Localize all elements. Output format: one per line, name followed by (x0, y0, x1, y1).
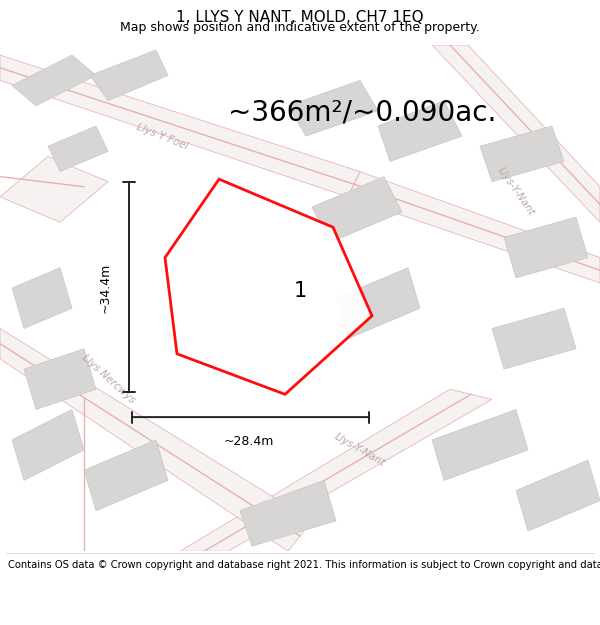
Text: 1, LLYS Y NANT, MOLD, CH7 1EQ: 1, LLYS Y NANT, MOLD, CH7 1EQ (176, 10, 424, 25)
Text: Contains OS data © Crown copyright and database right 2021. This information is : Contains OS data © Crown copyright and d… (8, 560, 600, 570)
Polygon shape (336, 268, 420, 339)
Polygon shape (432, 409, 528, 481)
Text: Llys Nercwys: Llys Nercwys (80, 353, 136, 406)
Polygon shape (432, 45, 600, 222)
Polygon shape (84, 440, 168, 511)
Polygon shape (480, 126, 564, 182)
Polygon shape (90, 50, 168, 101)
Polygon shape (12, 55, 96, 106)
Polygon shape (48, 126, 108, 171)
Text: 1: 1 (293, 281, 307, 301)
Polygon shape (240, 481, 336, 546)
Polygon shape (24, 349, 96, 409)
Polygon shape (312, 177, 402, 242)
Polygon shape (180, 389, 492, 551)
Polygon shape (12, 409, 84, 481)
Polygon shape (348, 171, 600, 283)
Polygon shape (378, 101, 462, 161)
Polygon shape (0, 329, 312, 551)
Polygon shape (165, 179, 372, 394)
Polygon shape (504, 217, 588, 278)
Text: ~28.4m: ~28.4m (224, 435, 274, 447)
Text: ~366m²/~0.090ac.: ~366m²/~0.090ac. (228, 98, 496, 126)
Polygon shape (288, 81, 378, 136)
Polygon shape (516, 460, 600, 531)
Text: Llys-Y-Nant: Llys-Y-Nant (333, 431, 387, 469)
Polygon shape (0, 55, 360, 197)
Polygon shape (492, 308, 576, 369)
Text: ~34.4m: ~34.4m (98, 263, 112, 313)
Text: Map shows position and indicative extent of the property.: Map shows position and indicative extent… (120, 21, 480, 34)
Text: Llys Y Foel: Llys Y Foel (135, 121, 189, 151)
Text: Llys-Y-Nant: Llys-Y-Nant (496, 166, 536, 218)
Polygon shape (0, 156, 108, 222)
Polygon shape (12, 268, 72, 329)
